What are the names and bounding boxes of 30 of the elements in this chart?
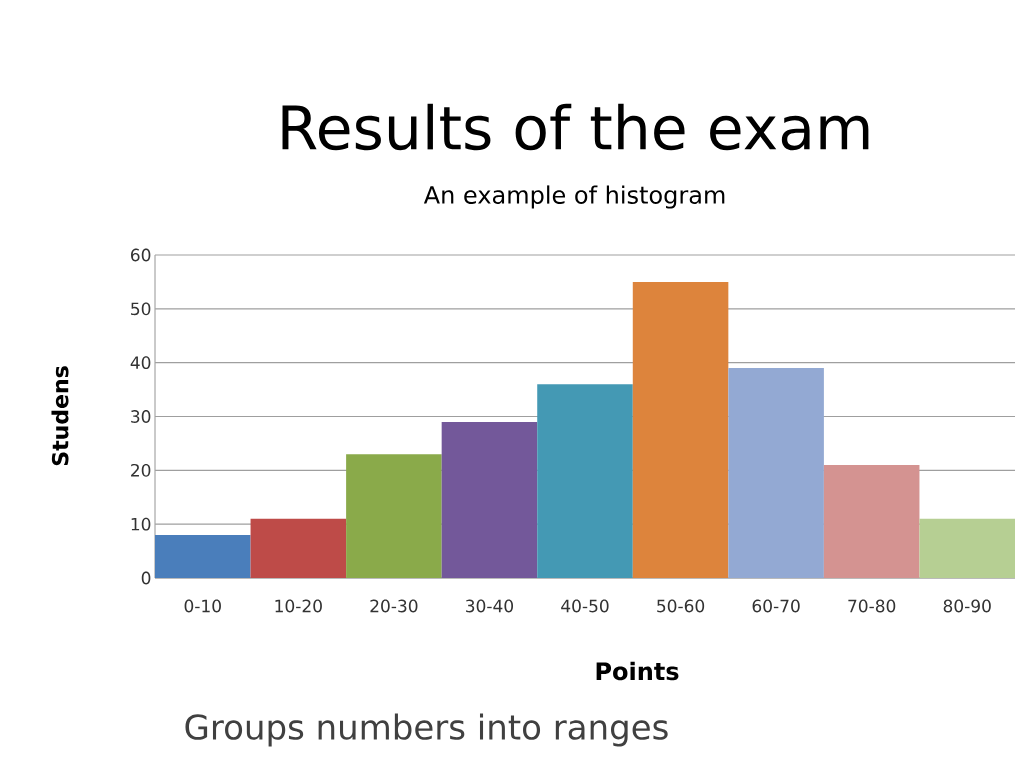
bar [537,384,633,578]
x-tick-label: 70-80 [848,599,896,613]
y-tick-label: 10 [131,517,151,531]
x-tick-label: 80-90 [943,599,991,613]
bar [155,534,251,578]
x-tick-label: 60-70 [752,599,800,613]
x-tick-label: 10-20 [275,599,322,613]
x-tick-label: 50-60 [657,599,705,613]
bar [919,518,1016,578]
y-axis-title: Studens [51,366,69,466]
bar [441,421,538,578]
y-tick-label: 0 [141,571,151,585]
y-tick-label: 50 [131,302,151,316]
bar [346,454,442,578]
bar [250,518,347,578]
bar [632,281,729,578]
x-tick-label: 0-10 [184,599,221,613]
chart-title: Results of the exam [282,103,869,151]
y-tick-label: 20 [131,463,151,477]
y-tick-label: 60 [131,248,151,262]
x-tick-label: 20-30 [370,599,418,613]
x-tick-label: 40-50 [561,599,609,613]
x-axis-title: Points [596,661,679,681]
text: Groups numbers into ranges [185,713,668,747]
bar [823,464,920,578]
y-tick-label: 30 [131,410,151,423]
chart-subtitle: An example of histogram [423,185,725,209]
y-tick-label: 40 [130,356,151,370]
bar [728,368,824,578]
x-tick-label: 30-40 [466,599,514,613]
